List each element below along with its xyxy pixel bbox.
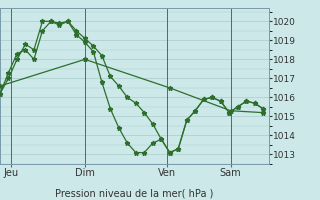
Text: Pression niveau de la mer( hPa ): Pression niveau de la mer( hPa ) (55, 188, 213, 198)
